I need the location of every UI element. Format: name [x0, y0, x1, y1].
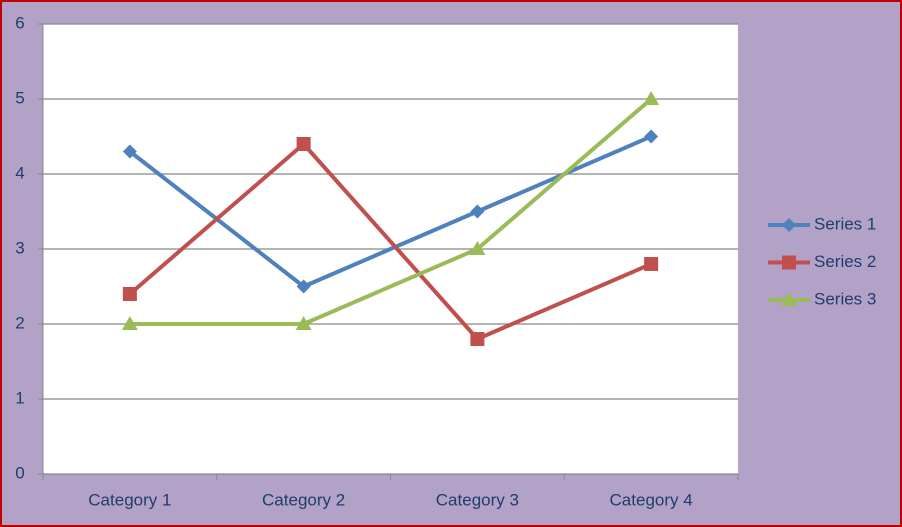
marker — [470, 204, 485, 219]
marker — [296, 279, 311, 294]
marker — [470, 332, 485, 346]
y-tick-label: 4 — [15, 163, 24, 182]
marker — [781, 292, 797, 306]
y-tick-label: 6 — [15, 13, 24, 32]
legend-label: Series 2 — [814, 252, 876, 271]
marker — [122, 144, 137, 159]
y-tick-label: 2 — [15, 313, 24, 332]
y-tick-label: 0 — [15, 463, 24, 482]
y-tick-label: 1 — [15, 388, 24, 407]
marker — [644, 257, 659, 271]
series-line — [129, 97, 653, 326]
legend-label: Series 3 — [814, 289, 876, 308]
x-tick-label: Category 1 — [88, 490, 171, 509]
marker — [296, 137, 311, 151]
marker — [295, 316, 312, 330]
marker — [122, 287, 137, 301]
y-tick-label: 3 — [15, 238, 24, 257]
marker — [643, 91, 660, 105]
x-tick-label: Category 4 — [610, 490, 693, 509]
x-tick-label: Category 2 — [262, 490, 345, 509]
x-tick-label: Category 3 — [436, 490, 519, 509]
marker — [782, 218, 796, 232]
marker — [782, 255, 796, 270]
legend-label: Series 1 — [814, 214, 876, 233]
marker — [121, 316, 138, 330]
marker — [469, 241, 486, 255]
y-tick-label: 5 — [15, 88, 24, 107]
marker — [644, 129, 659, 144]
series-line — [128, 142, 652, 341]
